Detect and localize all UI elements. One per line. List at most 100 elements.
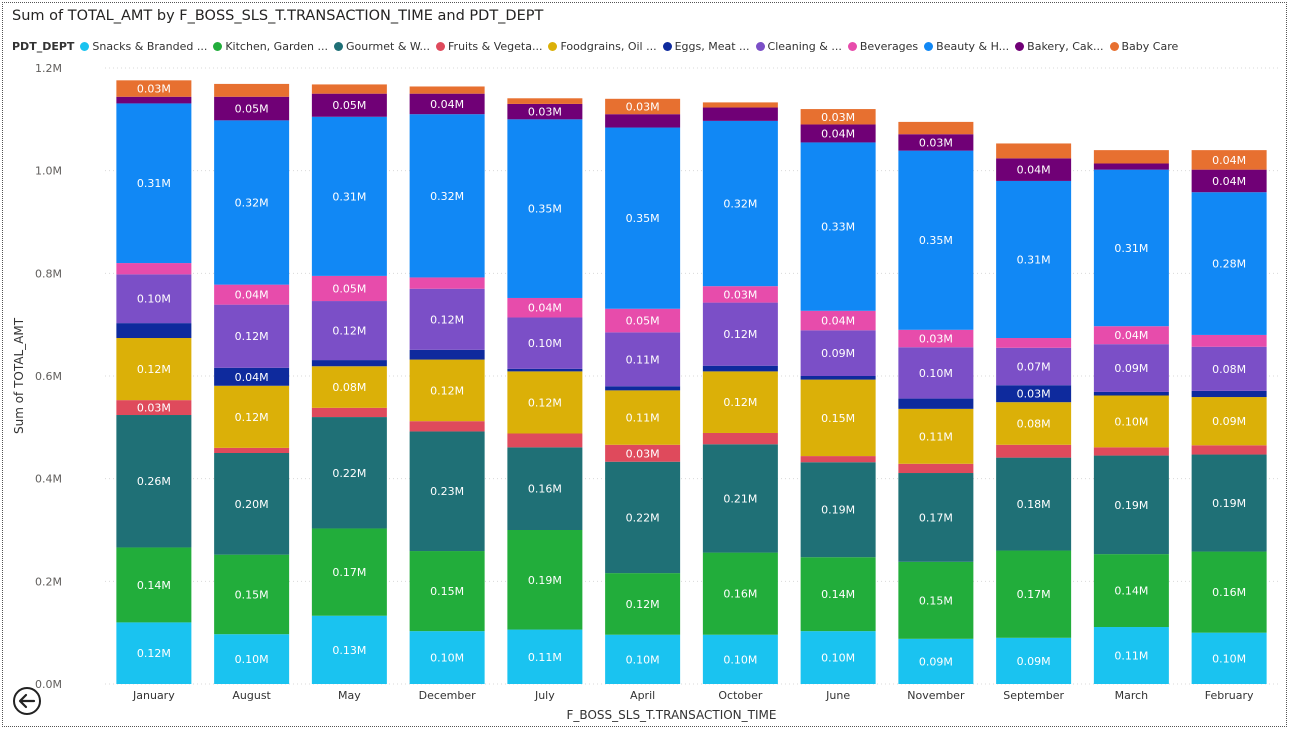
data-label: 0.04M bbox=[528, 302, 562, 315]
bar-segment bbox=[214, 284, 290, 305]
legend-marker bbox=[847, 41, 857, 51]
data-label: 0.14M bbox=[137, 579, 171, 592]
bar-segment bbox=[507, 530, 583, 630]
data-label: 0.32M bbox=[235, 196, 269, 209]
bar-segment bbox=[1191, 445, 1267, 455]
bar-segment bbox=[1191, 334, 1267, 347]
y-tick-label: 1.0M bbox=[35, 165, 62, 178]
bar-segment bbox=[800, 109, 876, 125]
data-label: 0.11M bbox=[1114, 650, 1148, 663]
bar-segment bbox=[507, 317, 583, 369]
bar-segment bbox=[702, 634, 778, 684]
x-tick-label: September bbox=[1003, 689, 1064, 702]
data-label: 0.12M bbox=[723, 328, 757, 341]
legend-item[interactable]: Snacks & Branded ... bbox=[80, 40, 207, 53]
bar-segment bbox=[116, 263, 192, 275]
bar-segment bbox=[311, 360, 387, 367]
bar-segment bbox=[1191, 192, 1267, 335]
bar-segment bbox=[214, 83, 290, 97]
data-label: 0.12M bbox=[430, 313, 464, 326]
bar-segment bbox=[800, 631, 876, 684]
x-tick-label: November bbox=[907, 689, 965, 702]
data-label: 0.09M bbox=[821, 347, 855, 360]
data-label: 0.04M bbox=[235, 289, 269, 302]
legend-item[interactable]: Fruits & Vegeta... bbox=[436, 40, 542, 53]
data-label: 0.14M bbox=[1114, 585, 1148, 598]
data-label: 0.04M bbox=[430, 98, 464, 111]
data-label: 0.08M bbox=[1212, 363, 1246, 376]
bar-segment bbox=[1191, 150, 1267, 170]
bar-segment bbox=[605, 98, 681, 115]
data-label: 0.35M bbox=[626, 212, 660, 225]
bar-segment bbox=[507, 119, 583, 298]
legend-item[interactable]: Foodgrains, Oil ... bbox=[548, 40, 657, 53]
x-tick-label: April bbox=[630, 689, 655, 702]
data-label: 0.19M bbox=[1114, 499, 1148, 512]
data-label: 0.15M bbox=[430, 585, 464, 598]
bar-segment bbox=[1093, 391, 1169, 396]
bar-segment bbox=[409, 114, 485, 278]
data-label: 0.05M bbox=[332, 282, 366, 295]
x-tick-label: July bbox=[534, 689, 555, 702]
data-label: 0.13M bbox=[332, 644, 366, 657]
bar-segment bbox=[409, 431, 485, 552]
bar-segment bbox=[800, 310, 876, 331]
legend-item[interactable]: Baby Care bbox=[1109, 40, 1178, 53]
legend-marker bbox=[1109, 41, 1119, 51]
data-label: 0.12M bbox=[235, 330, 269, 343]
bar-segment bbox=[1093, 169, 1169, 327]
bar-segment bbox=[507, 103, 583, 120]
bar-segment bbox=[311, 407, 387, 418]
bar-segment bbox=[311, 528, 387, 616]
bar-segment bbox=[1093, 395, 1169, 448]
legend-item[interactable]: Gourmet & W... bbox=[333, 40, 430, 53]
bar-segment bbox=[507, 629, 583, 684]
bar-segment bbox=[507, 297, 583, 318]
chart-title: Sum of TOTAL_AMT by F_BOSS_SLS_T.TRANSAC… bbox=[12, 8, 544, 24]
bar-segment bbox=[702, 107, 778, 121]
y-tick-label: 1.2M bbox=[35, 62, 62, 75]
data-label: 0.03M bbox=[626, 101, 660, 114]
legend-item[interactable]: Cleaning & ... bbox=[755, 40, 842, 53]
bar-segment bbox=[507, 433, 583, 448]
bar-segment bbox=[116, 338, 192, 401]
data-label: 0.17M bbox=[332, 566, 366, 579]
bar-segment bbox=[898, 561, 974, 639]
legend-item[interactable]: Beauty & H... bbox=[924, 40, 1009, 53]
bar-segment bbox=[214, 634, 290, 684]
data-label: 0.19M bbox=[528, 574, 562, 587]
back-arrow-icon[interactable] bbox=[12, 686, 42, 716]
bar-segment bbox=[214, 367, 290, 386]
bar-segment bbox=[1093, 627, 1169, 684]
data-label: 0.32M bbox=[723, 198, 757, 211]
legend-item[interactable]: Bakery, Cak... bbox=[1015, 40, 1104, 53]
bar-segment bbox=[996, 338, 1072, 348]
bar-segment bbox=[1093, 163, 1169, 170]
data-label: 0.10M bbox=[137, 293, 171, 306]
legend-marker bbox=[755, 41, 765, 51]
data-label: 0.16M bbox=[528, 483, 562, 496]
data-label: 0.09M bbox=[1017, 655, 1051, 668]
data-label: 0.03M bbox=[137, 402, 171, 415]
data-label: 0.11M bbox=[626, 412, 660, 425]
data-label: 0.08M bbox=[332, 381, 366, 394]
data-label: 0.04M bbox=[1212, 154, 1246, 167]
legend-item[interactable]: Kitchen, Garden ... bbox=[213, 40, 328, 53]
y-axis-title: Sum of TOTAL_AMT bbox=[12, 317, 26, 434]
bar-segment bbox=[800, 330, 876, 376]
data-label: 0.10M bbox=[235, 653, 269, 666]
bar-segment bbox=[996, 444, 1072, 458]
data-label: 0.05M bbox=[332, 99, 366, 112]
legend-marker bbox=[548, 41, 558, 51]
bar-segment bbox=[311, 275, 387, 302]
y-tick-label: 0.0M bbox=[35, 678, 62, 691]
bar-segment bbox=[605, 308, 681, 333]
bar-segment bbox=[116, 96, 192, 104]
bar-segment bbox=[1093, 326, 1169, 345]
bar-segment bbox=[1191, 346, 1267, 391]
legend-item[interactable]: Beverages bbox=[847, 40, 918, 53]
legend-item[interactable]: Eggs, Meat ... bbox=[662, 40, 750, 53]
data-label: 0.04M bbox=[235, 371, 269, 384]
legend-marker bbox=[333, 41, 343, 51]
